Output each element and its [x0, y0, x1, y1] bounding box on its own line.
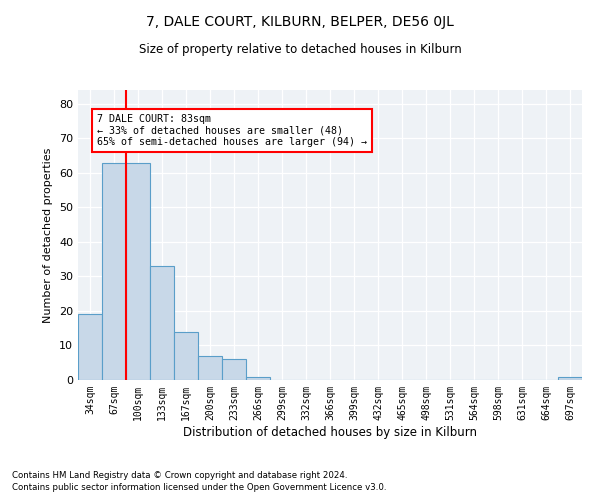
Text: Contains public sector information licensed under the Open Government Licence v3: Contains public sector information licen… — [12, 484, 386, 492]
Bar — [246, 376, 270, 380]
Bar — [558, 376, 582, 380]
Text: Size of property relative to detached houses in Kilburn: Size of property relative to detached ho… — [139, 42, 461, 56]
Text: 7, DALE COURT, KILBURN, BELPER, DE56 0JL: 7, DALE COURT, KILBURN, BELPER, DE56 0JL — [146, 15, 454, 29]
Bar — [150, 266, 174, 380]
Y-axis label: Number of detached properties: Number of detached properties — [43, 148, 53, 322]
Bar — [222, 360, 246, 380]
Bar — [78, 314, 102, 380]
Bar — [174, 332, 198, 380]
Bar — [126, 162, 150, 380]
Text: 7 DALE COURT: 83sqm
← 33% of detached houses are smaller (48)
65% of semi-detach: 7 DALE COURT: 83sqm ← 33% of detached ho… — [97, 114, 367, 148]
X-axis label: Distribution of detached houses by size in Kilburn: Distribution of detached houses by size … — [183, 426, 477, 438]
Bar — [198, 356, 222, 380]
Bar — [102, 162, 126, 380]
Text: Contains HM Land Registry data © Crown copyright and database right 2024.: Contains HM Land Registry data © Crown c… — [12, 471, 347, 480]
